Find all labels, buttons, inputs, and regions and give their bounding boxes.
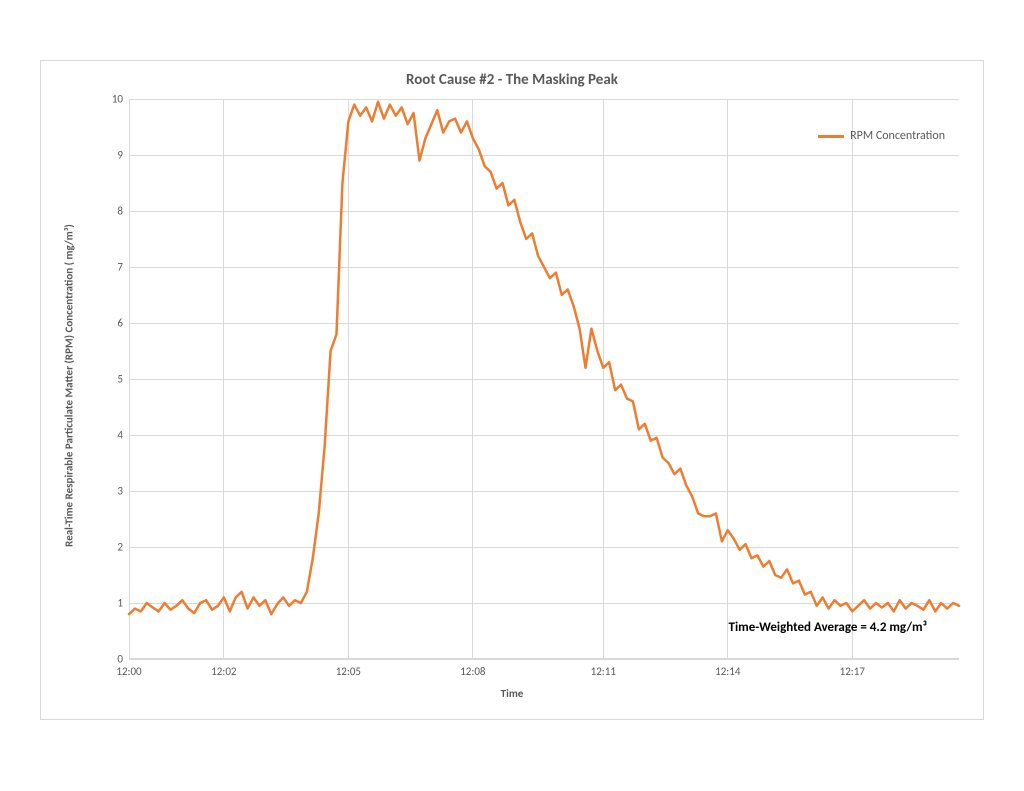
x-tick-label: 12:05 xyxy=(336,665,361,678)
x-tick-label: 12:17 xyxy=(840,665,865,678)
y-axis-title: Real-Time Respirable Particulate Matter … xyxy=(63,106,76,666)
y-tick-label: 4 xyxy=(117,429,123,442)
x-tick-label: 12:00 xyxy=(116,665,141,678)
y-tick-label: 6 xyxy=(117,317,123,330)
plot-area: 01234567891012:0012:0212:0512:0812:1112:… xyxy=(129,99,959,659)
chart-title: Root Cause #2 - The Masking Peak xyxy=(41,71,983,89)
x-tick-label: 12:11 xyxy=(591,665,616,678)
y-tick-label: 9 xyxy=(117,149,123,162)
y-tick-label: 5 xyxy=(117,373,123,386)
y-tick-label: 3 xyxy=(117,485,123,498)
legend: RPM Concentration xyxy=(818,129,945,143)
y-tick-label: 2 xyxy=(117,541,123,554)
legend-label: RPM Concentration xyxy=(850,129,945,143)
x-tick-label: 12:02 xyxy=(211,665,236,678)
y-tick-label: 8 xyxy=(117,205,123,218)
y-tick-label: 7 xyxy=(117,261,123,274)
y-tick-label: 1 xyxy=(117,597,123,610)
twa-annotation: Time-Weighted Average = 4.2 mg/m³ xyxy=(729,620,927,635)
x-axis-title: Time xyxy=(41,687,983,700)
chart-container: Root Cause #2 - The Masking Peak 0123456… xyxy=(40,60,984,720)
y-tick-label: 10 xyxy=(112,93,123,106)
series-line xyxy=(129,99,959,659)
legend-line-icon xyxy=(818,135,844,138)
y-tick-label: 0 xyxy=(117,653,123,666)
x-tick-label: 12:14 xyxy=(715,665,740,678)
page: Root Cause #2 - The Masking Peak 0123456… xyxy=(0,0,1024,791)
x-tick-label: 12:08 xyxy=(460,665,485,678)
